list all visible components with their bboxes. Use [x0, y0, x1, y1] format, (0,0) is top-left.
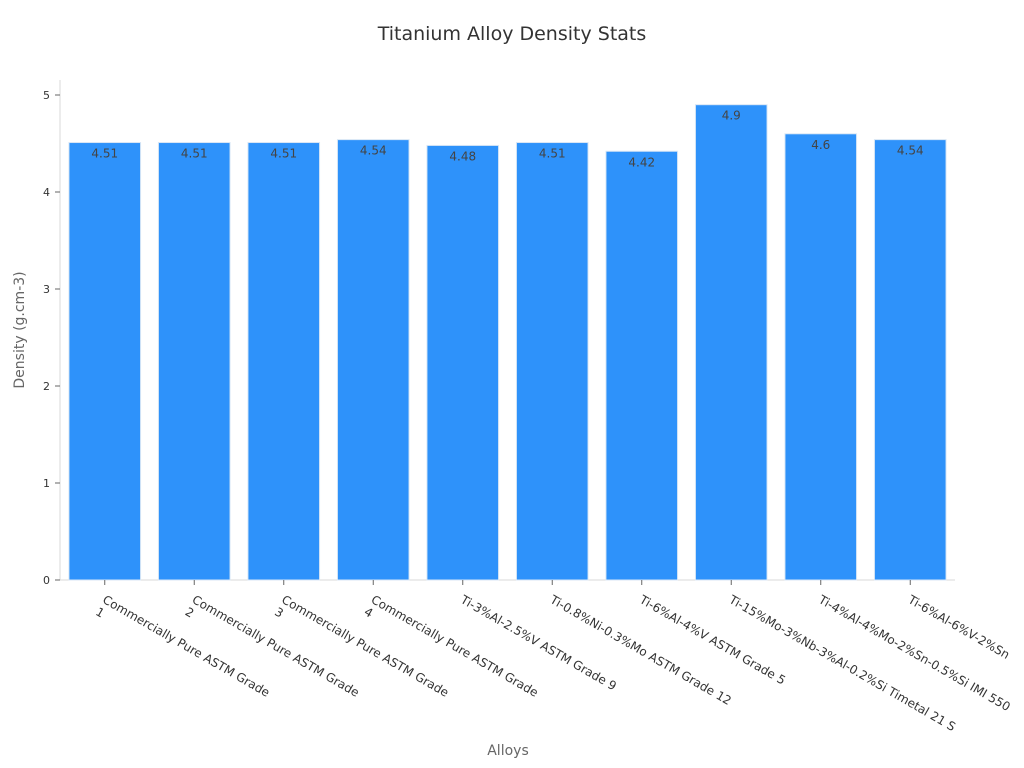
- bar: [426, 144, 500, 581]
- y-tick-label: 3: [43, 283, 50, 296]
- y-tick-label: 5: [43, 89, 50, 102]
- x-tick-label-line: Ti-0.8%Ni-0.3%Mo ASTM Grade 12: [547, 592, 734, 708]
- bar: [68, 142, 142, 581]
- y-tick-label: 2: [43, 380, 50, 393]
- bar: [694, 104, 768, 581]
- y-axis-title: Density (g.cm-3): [12, 271, 28, 388]
- bar-value-label: 4.51: [91, 147, 118, 161]
- x-tick-label-line: Commercially Pure ASTM Grade: [369, 592, 541, 699]
- bar-value-label: 4.51: [181, 147, 208, 161]
- bar: [247, 142, 321, 581]
- x-tick-label-line: 3: [272, 605, 286, 621]
- bar: [157, 142, 231, 581]
- bars-group: [68, 104, 947, 581]
- x-axis-title: Alloys: [487, 743, 529, 759]
- y-tick-label: 0: [43, 574, 50, 587]
- bar-value-label: 4.51: [270, 147, 297, 161]
- bar: [873, 139, 947, 581]
- x-tick-label-line: Commercially Pure ASTM Grade: [100, 592, 272, 699]
- x-tick-label-line: Ti-6%Al-4%V ASTM Grade 5: [636, 592, 788, 688]
- x-tick-label-line: Commercially Pure ASTM Grade: [279, 592, 451, 699]
- bar: [336, 139, 410, 581]
- bar: [515, 142, 589, 581]
- x-tick-label: Ti-3%Al-2.5%V ASTM Grade 9: [457, 592, 619, 693]
- bar-value-label: 4.54: [360, 144, 387, 158]
- bar: [605, 150, 679, 581]
- x-tick-label-line: Commercially Pure ASTM Grade: [190, 592, 362, 699]
- bar-value-label: 4.51: [539, 147, 566, 161]
- y-axis-ticks: 0 1 2 3 4 5: [43, 89, 60, 587]
- chart-title: Titanium Alloy Density Stats: [377, 23, 647, 45]
- x-tick-label: Ti-0.8%Ni-0.3%Mo ASTM Grade 12: [547, 592, 734, 708]
- y-tick-label: 4: [43, 186, 50, 199]
- bar-value-label: 4.9: [722, 109, 741, 123]
- x-tick-label-line: 2: [183, 605, 197, 621]
- x-tick-label-line: 4: [362, 605, 376, 621]
- bar-value-label: 4.6: [811, 138, 830, 152]
- x-tick-label-line: 1: [93, 605, 107, 621]
- bar-value-label: 4.42: [628, 155, 655, 169]
- bar: [784, 133, 858, 581]
- x-tick-label: Ti-6%Al-4%V ASTM Grade 5: [636, 592, 788, 688]
- data-labels-group: 4.51 4.51 4.51 4.54 4.48 4.51 4.42 4.9 4.6 4.54: [91, 109, 923, 170]
- y-tick-label: 1: [43, 477, 50, 490]
- x-tick-label-line: Ti-3%Al-2.5%V ASTM Grade 9: [457, 592, 619, 693]
- bar-value-label: 4.54: [897, 144, 924, 158]
- bar-value-label: 4.48: [449, 149, 476, 163]
